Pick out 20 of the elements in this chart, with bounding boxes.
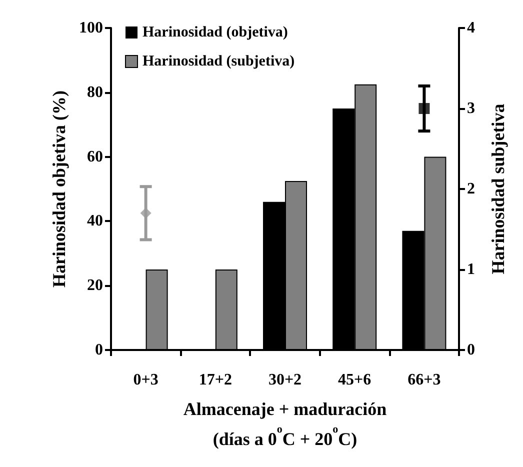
x-tick-label: 17+2 bbox=[198, 372, 232, 388]
y2-tick-label: 3 bbox=[467, 100, 475, 117]
y-tick-label: 60 bbox=[87, 148, 103, 166]
y2-tick-label: 2 bbox=[467, 180, 475, 198]
y-tick-label: 100 bbox=[79, 20, 103, 36]
y-axis-title: Harinosidad objetiva (%) bbox=[49, 90, 70, 288]
y2-tick-label: 1 bbox=[467, 261, 475, 278]
x-tick-label: 0+3 bbox=[133, 372, 158, 388]
y2-tick-label: 4 bbox=[467, 20, 475, 36]
x-tick-label: 45+6 bbox=[338, 372, 372, 388]
x-tick-label: 66+3 bbox=[408, 372, 441, 388]
y-tick-label: 40 bbox=[87, 212, 103, 230]
y-tick-label: 0 bbox=[95, 342, 103, 358]
x-tick-label: 30+2 bbox=[268, 372, 302, 388]
y2-tick-label: 0 bbox=[467, 342, 475, 358]
y-tick-label: 20 bbox=[87, 277, 103, 294]
legend-label: Harinosidad (subjetiva) bbox=[142, 54, 295, 70]
legend-label: Harinosidad (objetiva) bbox=[142, 24, 288, 40]
y-tick-label: 80 bbox=[87, 84, 103, 101]
y2-axis-title: Harinosidad subjetiva bbox=[488, 104, 508, 274]
